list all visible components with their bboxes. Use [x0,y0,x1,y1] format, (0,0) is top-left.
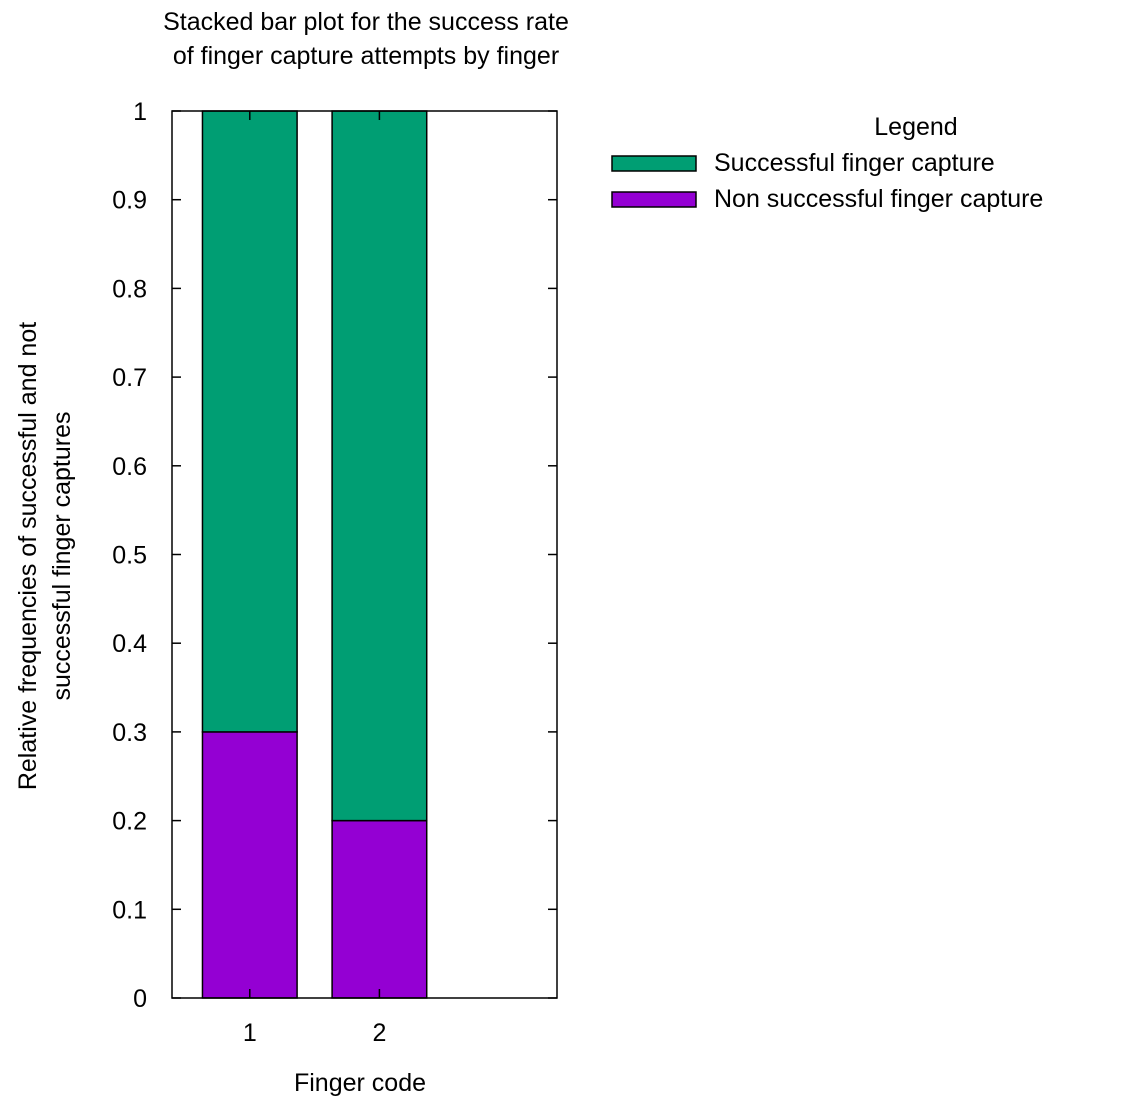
legend: Legend Successful finger capture Non succe… [611,113,1043,213]
y-tick-label: 0.6 [112,453,147,481]
y-tick-label: 0.3 [112,719,147,747]
y-axis-label: Relative frequencies of successful and n… [14,322,76,790]
legend-title: Legend [874,113,957,141]
y-tick-label: 0.8 [112,275,147,303]
y-axis-label-line: successful finger captures [48,411,76,700]
bars [201,110,428,999]
y-tick-label: 0.5 [112,542,147,570]
x-axis-label: Finger code [294,1069,426,1097]
legend-swatch [611,155,697,172]
axis-ticks [172,110,557,999]
legend-entry-label: Successful finger capture [714,149,995,177]
y-tick-label: 0.7 [112,364,147,392]
chart-title-line: of finger capture attempts by finger [173,42,559,70]
bar-segment [331,110,428,822]
y-axis-label-line: Relative frequencies of successful and n… [14,322,42,790]
y-tick-label: 0.9 [112,187,147,215]
y-tick-label: 0.2 [112,808,147,836]
bar-segment [331,819,428,999]
y-tick-labels: 0 0.1 0.2 0.3 0.4 0.5 0.6 0.7 0.8 0.9 1 [112,98,147,1013]
bar-segment [201,110,298,733]
chart-title: Stacked bar plot for the success rate of … [163,8,569,70]
bar-segment [201,731,298,999]
y-tick-label: 1 [133,98,147,126]
y-tick-label: 0 [133,985,147,1013]
legend-swatch [611,191,697,208]
y-tick-label: 0.4 [112,630,147,658]
chart-title-line: Stacked bar plot for the success rate [163,8,569,36]
x-tick-label: 2 [372,1019,386,1047]
x-tick-label: 1 [243,1019,257,1047]
y-tick-label: 0.1 [112,896,147,924]
legend-entry-label: Non successful finger capture [714,185,1043,213]
